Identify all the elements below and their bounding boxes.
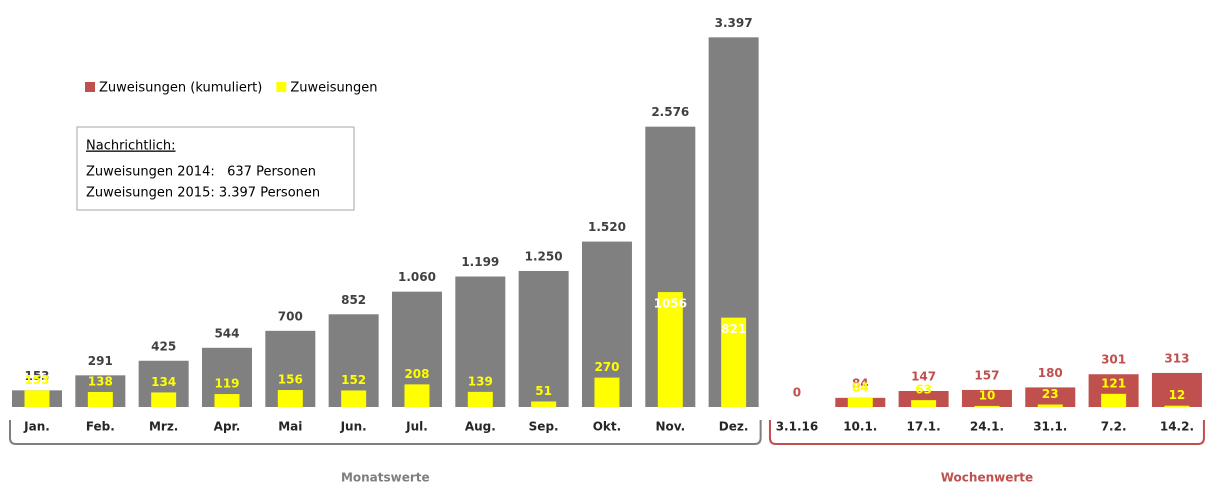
x-tick-label: Sep.	[529, 420, 559, 434]
bar	[1037, 404, 1063, 407]
value-label: 301	[1101, 353, 1126, 367]
bar	[911, 400, 937, 407]
bar	[1101, 393, 1127, 407]
x-tick-label: 10.1.	[843, 420, 877, 434]
annotation-line: Zuweisungen 2014: 637 Personen	[86, 165, 316, 180]
bar	[531, 401, 557, 407]
legend-label: Zuweisungen	[290, 81, 377, 96]
value-label: 0	[793, 386, 801, 400]
value-label: 153	[24, 369, 49, 383]
x-tick-label: 7.2.	[1101, 420, 1127, 434]
bar	[1164, 405, 1190, 407]
x-tick-label: Jan.	[23, 420, 50, 434]
bar	[151, 392, 177, 407]
value-label: 852	[341, 293, 366, 307]
x-tick-label: Aug.	[465, 420, 496, 434]
x-tick-label: Jun.	[340, 420, 367, 434]
value-label: 1056	[654, 297, 687, 311]
legend-label: Zuweisungen (kumuliert)	[99, 81, 262, 96]
bar-cumulative	[455, 276, 506, 407]
bar	[24, 390, 50, 407]
x-tick-label: Jul.	[405, 420, 428, 434]
value-label: 63	[915, 383, 932, 397]
group-label: Monatswerte	[341, 471, 430, 485]
bar-cumulative	[1025, 387, 1076, 407]
value-label: 3.397	[715, 16, 753, 30]
value-label: 1.060	[398, 270, 436, 284]
bar	[277, 390, 303, 407]
x-tick-label: 31.1.	[1033, 420, 1067, 434]
value-label: 700	[278, 309, 303, 323]
bar	[404, 384, 430, 407]
value-label: 180	[1038, 366, 1063, 380]
legend-swatch	[276, 82, 287, 92]
value-label: 152	[341, 373, 366, 387]
value-label: 153	[24, 373, 49, 387]
x-tick-label: Mrz.	[149, 420, 178, 434]
value-label: 1.520	[588, 220, 626, 234]
value-label: 425	[151, 339, 176, 353]
x-tick-label: Okt.	[593, 420, 621, 434]
value-label: 139	[468, 374, 493, 388]
x-tick-label: 17.1.	[907, 420, 941, 434]
value-label: 208	[404, 367, 429, 381]
value-label: 138	[88, 374, 113, 388]
value-label: 2.576	[651, 105, 689, 119]
x-tick-label: 14.2.	[1160, 420, 1194, 434]
value-label: 119	[214, 377, 239, 391]
annotation-box	[76, 126, 355, 211]
value-label: 23	[1042, 387, 1059, 401]
value-label: 291	[88, 354, 113, 368]
value-label: 821	[721, 322, 746, 336]
bar	[467, 391, 493, 407]
value-label: 1.250	[525, 249, 563, 263]
x-tick-label: Dez.	[719, 420, 749, 434]
bar	[594, 377, 620, 407]
value-label: 51	[535, 384, 552, 398]
value-label: 84	[852, 380, 869, 394]
bar	[214, 394, 240, 407]
value-label: 121	[1101, 376, 1126, 390]
bar	[974, 405, 1000, 407]
bar	[341, 390, 367, 407]
bar	[657, 292, 683, 407]
annotation-line: Zuweisungen 2015: 3.397 Personen	[86, 186, 320, 201]
value-label: 157	[974, 368, 999, 382]
x-tick-label: 3.1.16	[776, 420, 819, 434]
x-tick-label: Mai	[278, 420, 302, 434]
value-label: 10	[979, 388, 996, 402]
value-label: 1.199	[461, 255, 499, 269]
value-label: 156	[278, 373, 303, 387]
x-tick-label: Feb.	[86, 420, 115, 434]
value-label: 544	[214, 326, 239, 340]
bar-cumulative	[1151, 372, 1202, 407]
value-label: 84	[852, 376, 869, 390]
value-label: 147	[911, 370, 936, 384]
x-tick-label: Nov.	[655, 420, 685, 434]
bar-cumulative	[961, 389, 1012, 407]
value-label: 313	[1164, 351, 1189, 365]
group-bracket	[768, 420, 1205, 445]
bar	[721, 317, 747, 407]
x-tick-label: Apr.	[214, 420, 241, 434]
group-bracket	[9, 420, 762, 445]
bar-cumulative	[518, 270, 569, 407]
value-label: 270	[594, 360, 619, 374]
annotation-title: Nachrichtlich:	[86, 139, 176, 154]
value-label: 12	[1169, 388, 1186, 402]
bar	[87, 391, 113, 407]
value-label: 134	[151, 375, 176, 389]
x-tick-label: 24.1.	[970, 420, 1004, 434]
group-label: Wochenwerte	[941, 471, 1033, 485]
legend-swatch	[85, 82, 95, 92]
bar	[847, 397, 873, 407]
